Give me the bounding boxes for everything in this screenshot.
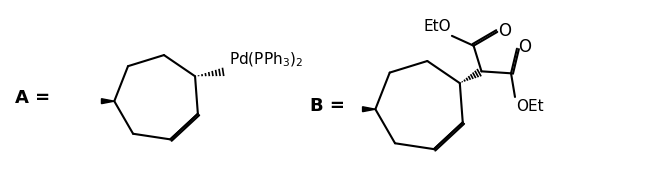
Polygon shape <box>363 107 375 112</box>
Polygon shape <box>101 99 114 104</box>
Text: A =: A = <box>15 89 50 107</box>
Text: O: O <box>498 22 511 40</box>
Text: OEt: OEt <box>516 99 544 114</box>
Text: O: O <box>518 38 531 56</box>
Text: B =: B = <box>310 97 345 115</box>
Text: EtO: EtO <box>423 19 451 34</box>
Text: Pd(PPh$_3$)$_2$: Pd(PPh$_3$)$_2$ <box>228 51 302 69</box>
